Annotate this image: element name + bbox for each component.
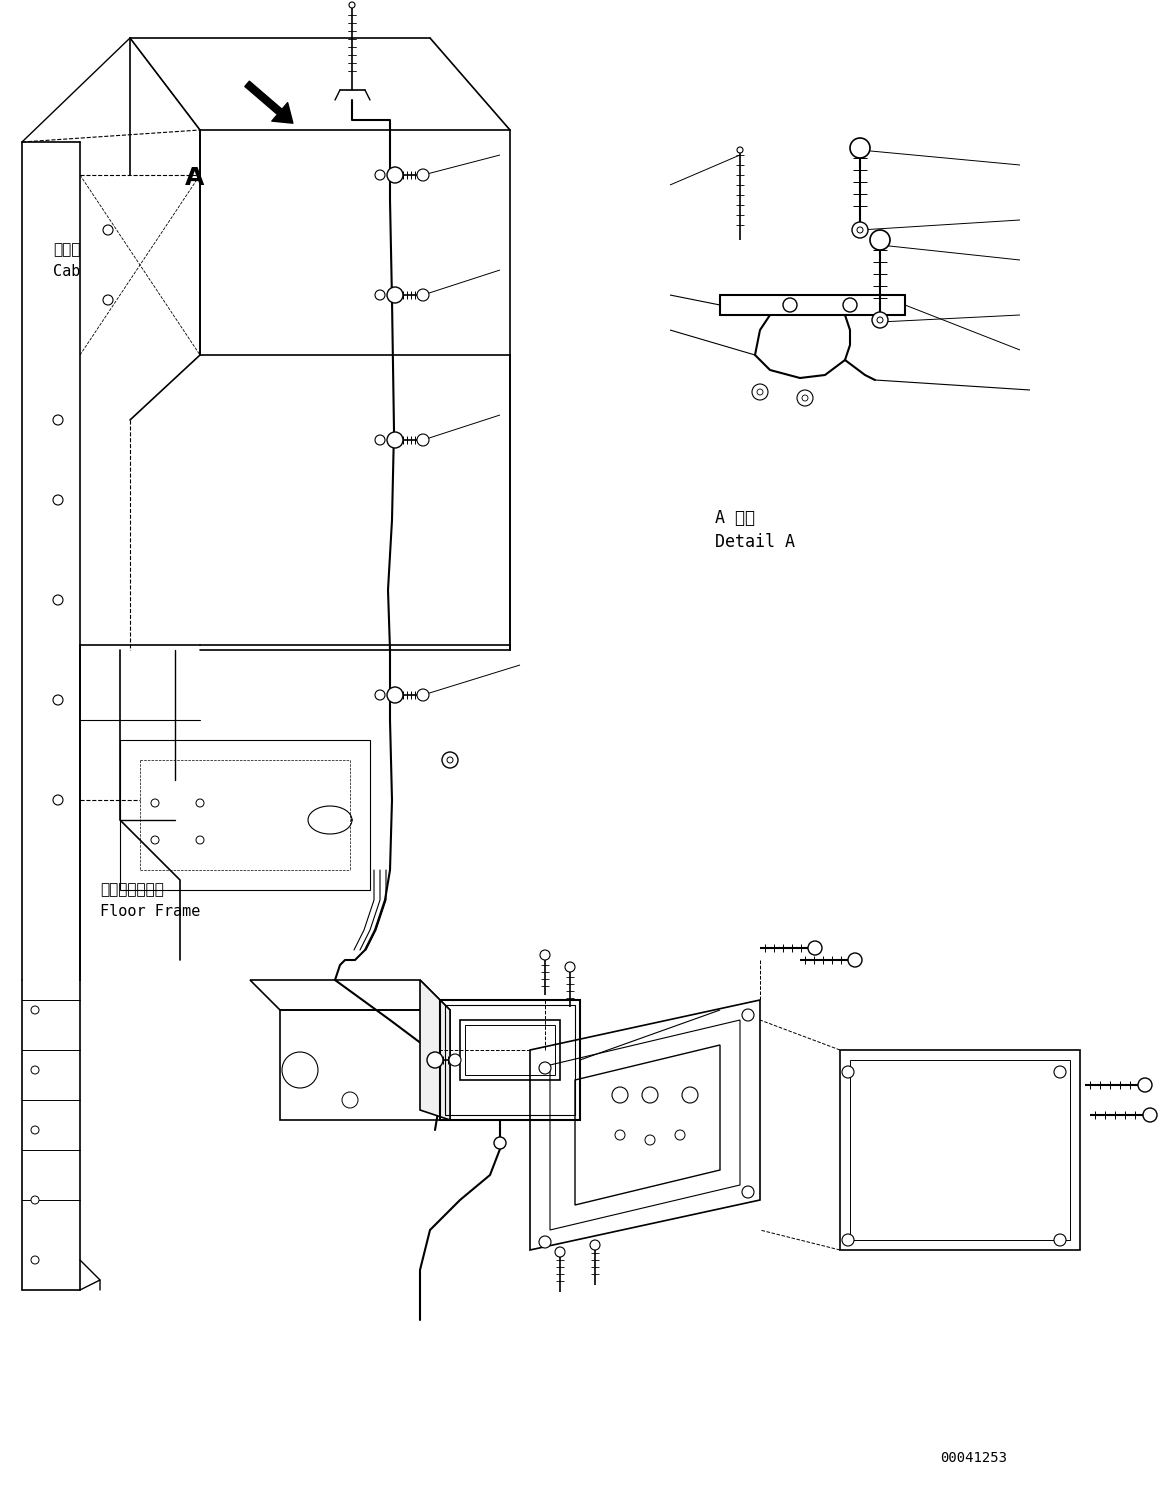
- Circle shape: [1143, 1108, 1157, 1123]
- Circle shape: [53, 495, 63, 506]
- Circle shape: [281, 1051, 317, 1088]
- Circle shape: [442, 752, 458, 767]
- Circle shape: [374, 690, 385, 700]
- Circle shape: [427, 1051, 443, 1068]
- Circle shape: [387, 287, 404, 303]
- Circle shape: [494, 1138, 506, 1149]
- Circle shape: [31, 1126, 40, 1135]
- Circle shape: [783, 297, 797, 312]
- Circle shape: [797, 390, 813, 406]
- Circle shape: [555, 1248, 565, 1257]
- Text: 00041253: 00041253: [940, 1451, 1007, 1465]
- Circle shape: [449, 1054, 461, 1066]
- Text: Cab: Cab: [53, 265, 80, 280]
- Circle shape: [151, 799, 159, 807]
- Text: フロアフレーム: フロアフレーム: [100, 882, 164, 898]
- Circle shape: [645, 1135, 655, 1145]
- Circle shape: [53, 796, 63, 804]
- Circle shape: [447, 757, 454, 763]
- Circle shape: [418, 170, 429, 181]
- Circle shape: [387, 167, 404, 183]
- Circle shape: [374, 170, 385, 180]
- Circle shape: [53, 694, 63, 705]
- Circle shape: [197, 836, 204, 845]
- Circle shape: [565, 962, 575, 972]
- Circle shape: [675, 1130, 685, 1141]
- Circle shape: [852, 222, 868, 238]
- Text: Floor Frame: Floor Frame: [100, 904, 200, 919]
- Circle shape: [53, 595, 63, 605]
- Circle shape: [742, 1010, 754, 1022]
- Circle shape: [842, 1234, 854, 1246]
- Circle shape: [1054, 1234, 1066, 1246]
- Circle shape: [342, 1091, 358, 1108]
- Circle shape: [349, 1, 355, 7]
- Circle shape: [752, 384, 768, 400]
- Text: キャブ: キャブ: [53, 242, 80, 257]
- Circle shape: [538, 1062, 551, 1074]
- Bar: [465, 1025, 555, 1075]
- Text: A 詳細: A 詳細: [715, 509, 755, 526]
- Circle shape: [374, 290, 385, 300]
- Circle shape: [843, 297, 857, 312]
- Circle shape: [850, 138, 870, 158]
- Circle shape: [387, 433, 404, 448]
- Circle shape: [197, 799, 204, 807]
- Circle shape: [590, 1240, 600, 1251]
- Circle shape: [802, 396, 808, 401]
- Circle shape: [31, 1196, 40, 1204]
- Circle shape: [538, 1236, 551, 1248]
- Polygon shape: [420, 980, 450, 1120]
- Circle shape: [104, 225, 113, 235]
- Circle shape: [682, 1087, 698, 1103]
- Bar: [461, 1020, 561, 1080]
- Circle shape: [642, 1087, 658, 1103]
- Text: Detail A: Detail A: [715, 532, 795, 552]
- Circle shape: [387, 687, 404, 703]
- Circle shape: [31, 1257, 40, 1264]
- Circle shape: [842, 1066, 854, 1078]
- Circle shape: [857, 228, 863, 233]
- Circle shape: [1054, 1066, 1066, 1078]
- Circle shape: [877, 317, 883, 323]
- Circle shape: [870, 230, 890, 250]
- Circle shape: [151, 836, 159, 845]
- Circle shape: [612, 1087, 628, 1103]
- Bar: [120, 741, 370, 891]
- Circle shape: [31, 1007, 40, 1014]
- Circle shape: [742, 1187, 754, 1199]
- Circle shape: [374, 436, 385, 445]
- Circle shape: [757, 390, 763, 396]
- Circle shape: [418, 434, 429, 446]
- Circle shape: [540, 950, 550, 961]
- Circle shape: [418, 288, 429, 300]
- Circle shape: [53, 415, 63, 425]
- Circle shape: [615, 1130, 625, 1141]
- Text: A: A: [185, 167, 205, 190]
- Circle shape: [808, 941, 822, 955]
- Circle shape: [872, 312, 889, 329]
- Circle shape: [1139, 1078, 1153, 1091]
- Circle shape: [104, 294, 113, 305]
- Circle shape: [737, 147, 743, 153]
- Circle shape: [31, 1066, 40, 1074]
- Circle shape: [418, 688, 429, 700]
- Circle shape: [848, 953, 862, 967]
